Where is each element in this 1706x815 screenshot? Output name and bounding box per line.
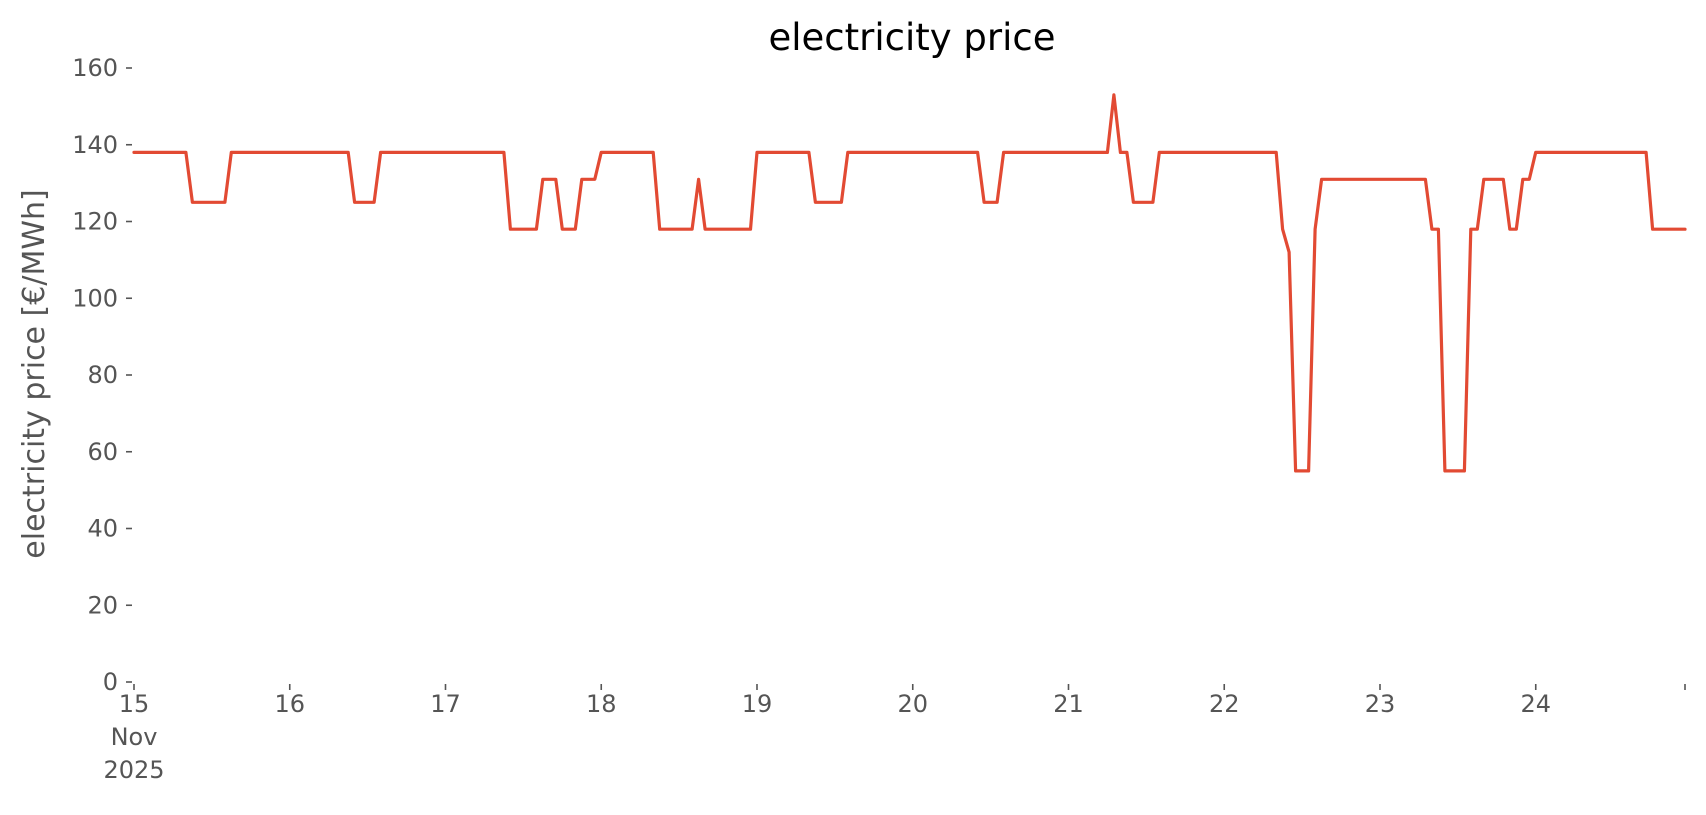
y-tick-label: 120 <box>72 208 118 236</box>
y-tick-label: 140 <box>72 131 118 159</box>
x-tick-label: 23 <box>1365 690 1396 718</box>
x-tick-label: 16 <box>274 690 305 718</box>
x-tick-label: 21 <box>1053 690 1084 718</box>
y-tick-label: 20 <box>87 591 118 619</box>
x-axis: 15 Nov 2025 16 17 18 19 20 21 22 23 24 <box>103 684 1686 784</box>
y-tick-label: 160 <box>72 54 118 82</box>
plot-area <box>132 93 1687 473</box>
x-tick-label: 20 <box>897 690 928 718</box>
y-tick-label: 80 <box>87 361 118 389</box>
y-tick-label: 40 <box>87 515 118 543</box>
chart-title: electricity price <box>768 16 1055 59</box>
y-tick-label: 0 <box>103 668 118 696</box>
y-tick-label: 100 <box>72 284 118 312</box>
price-series-line <box>132 93 1687 473</box>
x-tick-label: 18 <box>586 690 617 718</box>
x-tick-label: 15 Nov 2025 <box>103 690 164 784</box>
y-axis: 0 20 40 60 80 100 120 140 160 <box>72 54 132 696</box>
x-tick-label: 22 <box>1209 690 1240 718</box>
y-axis-label: electricity price [€/MWh] <box>17 189 52 558</box>
x-tick-label: 17 <box>430 690 461 718</box>
y-tick-label: 60 <box>87 438 118 466</box>
x-tick-label: 19 <box>742 690 773 718</box>
x-tick-label: 24 <box>1520 690 1551 718</box>
